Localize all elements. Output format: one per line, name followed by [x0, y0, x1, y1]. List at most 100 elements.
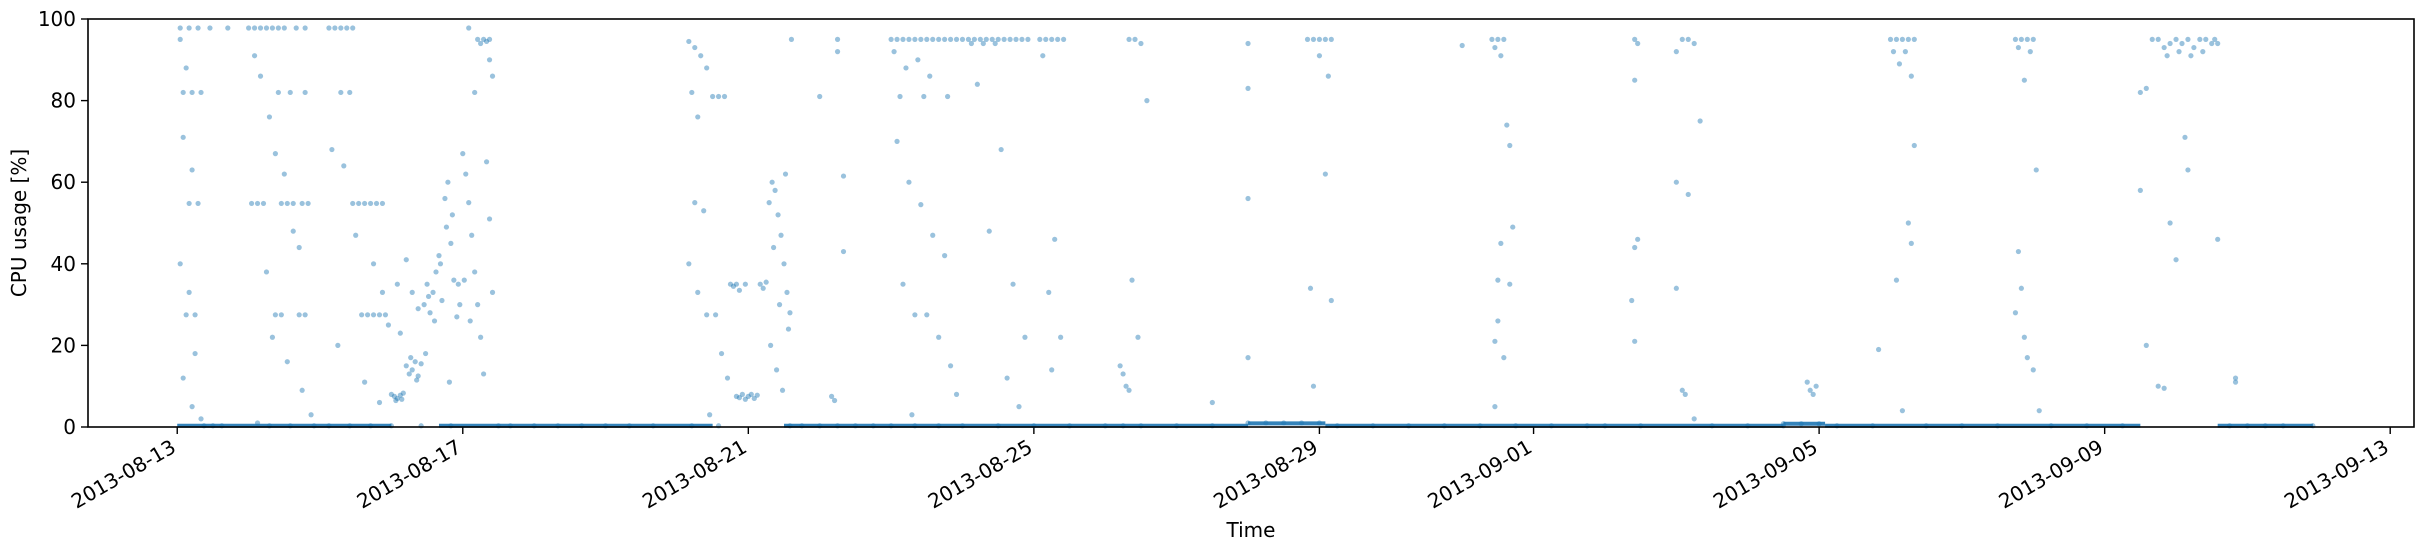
data-point — [1129, 277, 1135, 283]
data-point — [760, 285, 766, 291]
data-point — [779, 387, 786, 393]
data-point — [290, 228, 296, 234]
data-point — [2012, 36, 2019, 43]
data-point — [353, 232, 359, 238]
x-tick-label: 2013-08-29 — [1209, 435, 1322, 514]
data-point — [1908, 240, 1914, 246]
data-point — [1911, 36, 1917, 43]
data-point — [1682, 391, 1688, 397]
data-point — [1055, 36, 1061, 43]
data-point — [359, 312, 365, 318]
data-point — [437, 261, 444, 267]
data-point — [302, 25, 308, 31]
axis-ticks: 0 20 40 60 80 100 2013-08-13 2013-08-17 2013-08-… — [38, 7, 2393, 513]
x-tick-label: 2013-08-13 — [67, 435, 180, 514]
data-point — [431, 318, 438, 324]
y-tick-label: 100 — [38, 7, 76, 31]
x-tick-label: 2013-09-13 — [2280, 435, 2393, 514]
data-point — [326, 25, 332, 31]
data-point — [936, 36, 942, 43]
data-point — [308, 412, 314, 418]
data-point — [1132, 36, 1138, 43]
data-point — [189, 167, 195, 173]
data-point — [466, 25, 472, 31]
data-point — [698, 53, 704, 59]
data-point — [775, 212, 781, 218]
data-point — [1007, 36, 1013, 43]
data-point — [391, 393, 397, 399]
data-point — [1893, 36, 1900, 43]
data-point — [692, 200, 698, 206]
data-point — [1632, 77, 1638, 83]
data-point — [278, 312, 284, 318]
data-point — [400, 390, 406, 396]
data-point — [1691, 40, 1697, 47]
data-point — [408, 355, 414, 361]
data-point — [293, 25, 299, 31]
data-point — [2188, 53, 2194, 59]
data-point — [912, 312, 918, 318]
data-point — [257, 73, 264, 79]
data-point — [1046, 289, 1052, 295]
data-point — [1245, 40, 1251, 47]
data-point — [2164, 53, 2170, 59]
data-point — [1685, 191, 1691, 198]
data-point — [739, 391, 745, 397]
data-point — [186, 25, 192, 31]
data-point — [757, 281, 763, 287]
data-point — [689, 89, 695, 96]
data-point — [483, 38, 490, 45]
data-point — [467, 318, 473, 324]
data-point — [1691, 416, 1697, 422]
data-point — [489, 73, 496, 79]
data-point — [707, 412, 713, 418]
data-point — [686, 38, 692, 45]
data-point — [373, 200, 380, 207]
data-point — [968, 40, 975, 47]
data-point — [704, 65, 710, 71]
data-point — [284, 200, 290, 207]
data-point — [370, 261, 377, 267]
data-point — [2030, 36, 2036, 43]
data-point — [1263, 420, 1269, 426]
data-point — [1298, 420, 1305, 426]
data-point — [766, 200, 772, 206]
data-point — [478, 40, 484, 47]
data-point — [2143, 85, 2149, 91]
data-point — [1013, 36, 1019, 43]
data-point — [296, 244, 302, 251]
data-point — [397, 392, 403, 398]
data-point — [454, 314, 460, 320]
data-point — [2167, 220, 2173, 226]
data-point — [959, 36, 966, 43]
data-point — [2137, 89, 2143, 96]
data-point — [284, 359, 290, 365]
data-point — [992, 40, 998, 47]
plot-frame — [87, 18, 2415, 428]
data-point — [751, 395, 757, 402]
data-point — [415, 373, 421, 379]
data-point — [382, 312, 389, 318]
data-point — [2173, 36, 2179, 43]
data-point — [2137, 187, 2143, 193]
data-point — [478, 334, 484, 340]
data-point — [305, 200, 311, 207]
data-point — [686, 261, 692, 267]
data-point — [989, 36, 995, 43]
data-point — [888, 36, 894, 43]
data-point — [2212, 36, 2218, 43]
data-point — [953, 36, 960, 43]
data-point — [1780, 421, 1787, 427]
x-tick-label: 2013-08-21 — [638, 435, 751, 514]
data-point — [207, 25, 213, 31]
data-point — [834, 36, 841, 43]
data-point — [894, 138, 900, 144]
data-point — [921, 93, 927, 100]
data-point — [409, 289, 415, 295]
data-point — [2012, 310, 2019, 316]
data-point — [840, 173, 847, 179]
data-point — [469, 232, 475, 238]
data-point — [1025, 36, 1031, 43]
data-point — [733, 281, 740, 287]
data-point — [2182, 134, 2188, 140]
